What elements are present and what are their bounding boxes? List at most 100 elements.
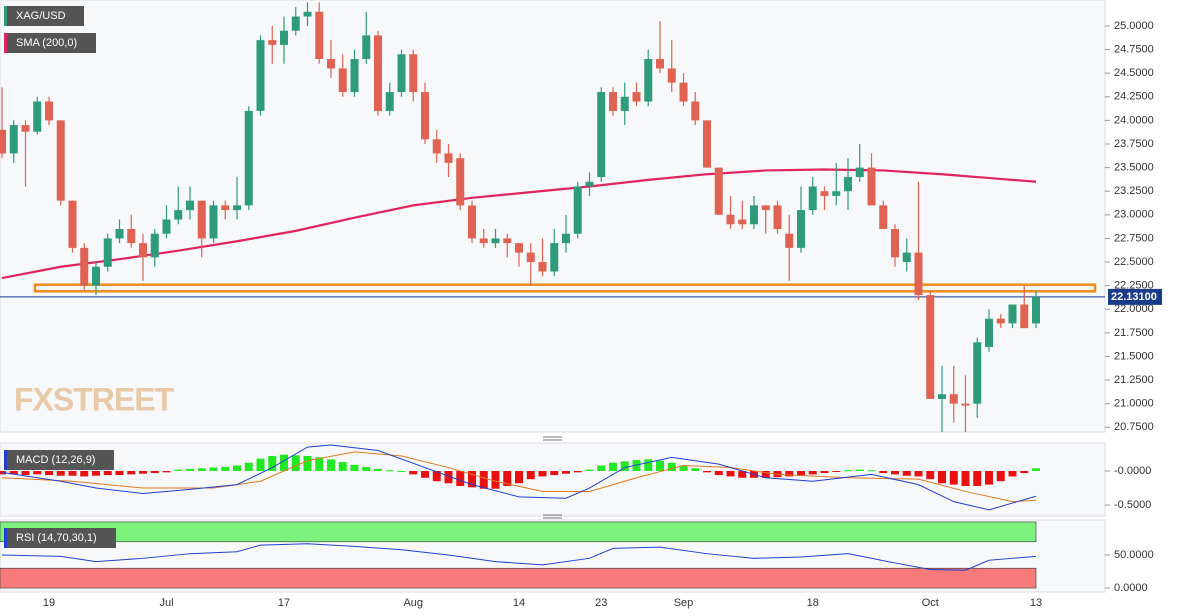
candle-body [926,295,935,399]
macd-bar [844,470,852,472]
candle-body [9,125,18,154]
macd-bar [33,470,42,475]
candle-body [315,11,324,60]
candle-body [714,167,723,215]
candle-body [703,120,711,168]
candle-body [891,228,899,258]
x-tick-label: 17 [278,597,290,609]
candle-body [421,92,429,140]
candle-body [268,40,277,45]
watermark: FXSTREET [14,381,175,417]
y-tick-label: -0.0000 [1114,465,1151,477]
y-tick-label: 22.5000 [1114,256,1154,268]
candle-body [362,35,371,60]
candle-body [468,205,476,239]
panel-label: RSI (14,70,30,1) [16,532,97,544]
y-tick-label: 20.7500 [1114,421,1154,433]
candle-body [761,205,770,211]
x-tick-label: 18 [807,597,819,609]
candle-body [127,228,136,244]
candle-body [538,262,547,272]
candle-body [620,96,629,111]
macd-bar [362,466,371,471]
candle-body [256,40,265,111]
macd-bar [315,457,324,471]
candle-body [797,210,805,248]
candle-body [773,205,782,229]
support-zone [33,283,1097,293]
last-price-tag [1108,288,1162,305]
macd-bar [855,469,864,471]
candle-body [820,191,829,196]
macd-bar [1008,470,1017,477]
candle-body [961,403,970,406]
y-tick-label: 21.2500 [1114,374,1154,386]
y-tick-label: 23.7500 [1114,138,1154,150]
panel-label-bg [4,33,96,53]
candle-body [432,139,441,154]
candle-body [562,233,570,244]
y-tick-label: 24.0000 [1114,114,1154,126]
macd-bar [703,470,711,473]
y-tick-label: 23.0000 [1114,209,1154,221]
macd-bar [397,470,406,472]
y-tick-label: 21.0000 [1114,398,1154,410]
panel-grip [543,436,562,519]
macd-bar [761,470,770,478]
candle-body [738,219,747,225]
candle-body [985,318,993,348]
y-tick-label: 22.2500 [1114,280,1154,292]
rsi-zone [0,521,1037,543]
macd-bar [526,470,535,480]
candle-body [327,59,335,69]
x-tick-label: Sep [674,597,694,609]
candle-body [855,167,864,178]
macd-bar [303,455,312,471]
y-tick-label: 22.0000 [1114,303,1154,315]
candle-body [409,54,418,93]
macd-bar [421,470,429,478]
candle-body [45,101,53,121]
panel-label-accent [4,528,7,548]
macd-bar [221,466,230,471]
candle-body [879,205,888,229]
panel-label-accent [4,450,7,470]
candle-body [550,243,559,272]
macd-bar [115,470,124,476]
rsi-zone [0,567,1037,589]
candle-body [92,266,100,286]
macd-bar [961,470,970,486]
macd-bar [21,470,30,476]
macd-bar [926,470,935,480]
macd-bar [256,458,265,471]
candle-body [515,243,523,253]
macd-bar [573,470,582,473]
macd-bar [92,470,100,476]
candle-body [526,252,535,263]
macd-bar [350,464,359,471]
candle-body [691,101,700,121]
y-tick-label: 24.2500 [1114,91,1154,103]
y-tick-label: -0.5000 [1114,499,1151,511]
macd-bar [996,470,1005,482]
macd-line [1,444,1037,511]
candle-body [656,59,664,69]
macd-bar [468,470,476,488]
macd-bar [785,470,794,477]
macd-bar [891,470,899,475]
candle-body [573,186,582,234]
y-tick-label: 21.5000 [1114,350,1154,362]
candle-body [456,158,465,206]
candle-body [385,92,394,111]
macd-bar [409,470,418,475]
macd-bar [797,470,805,476]
panel-label-bg [4,528,116,548]
macd-bar [1020,470,1029,474]
panel-label-bg [4,6,84,26]
x-tick-label: 14 [513,597,525,609]
candle-body [291,16,300,31]
x-tick-label: 19 [43,597,55,609]
macd-bar [644,459,653,471]
panel-label: XAG/USD [16,10,66,22]
candle-body [832,191,841,196]
